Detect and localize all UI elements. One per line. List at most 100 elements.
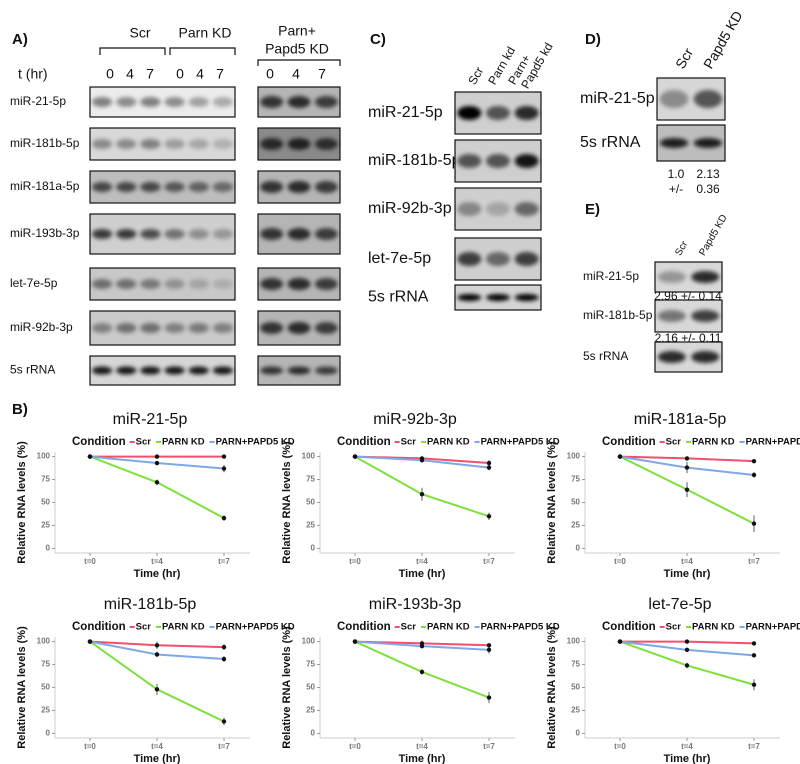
band	[212, 182, 234, 192]
legend-label: PARN KD	[162, 437, 205, 448]
band	[314, 366, 338, 375]
point	[486, 695, 492, 700]
band	[314, 322, 338, 334]
label: 2.16 +/- 0.11	[655, 331, 722, 345]
label: Papd5 KD	[265, 41, 329, 57]
label: 0	[106, 66, 114, 82]
label: 1.0	[668, 167, 685, 181]
label: 7	[146, 66, 154, 82]
x-axis-label: Time (hr)	[399, 753, 446, 764]
label: miR-92b-3p	[368, 200, 452, 217]
band	[314, 228, 338, 240]
band	[659, 90, 689, 108]
band	[116, 366, 137, 375]
band	[287, 322, 311, 334]
band	[188, 182, 209, 192]
y-tick-label: 50	[571, 498, 580, 507]
point	[617, 454, 623, 459]
x-tick-label: t=4	[681, 742, 693, 751]
y-tick-label: 75	[306, 660, 315, 669]
legend-label: PARN KD	[427, 622, 470, 633]
label: 0.36	[696, 182, 720, 196]
band	[188, 323, 209, 333]
y-tick-label: 25	[41, 521, 50, 530]
x-tick-label: t=0	[84, 557, 96, 566]
y-tick-label: 25	[306, 706, 315, 715]
band	[287, 181, 311, 193]
band	[659, 138, 689, 148]
band	[457, 106, 482, 120]
band	[164, 323, 185, 333]
legend-label: Scr	[136, 437, 152, 448]
x-tick-label: t=0	[614, 742, 626, 751]
band	[116, 229, 137, 239]
label: 2.96 +/- 0.14	[654, 289, 722, 303]
chart-title: miR-92b-3p	[373, 411, 457, 428]
point	[154, 687, 160, 692]
label: 7	[216, 66, 224, 82]
label: miR-193b-3p	[10, 226, 80, 240]
label: B)	[12, 401, 28, 418]
band	[260, 278, 284, 290]
band	[457, 202, 482, 216]
point	[154, 480, 160, 485]
x-axis-label: Time (hr)	[134, 568, 181, 580]
point	[486, 647, 492, 653]
y-axis-label: Relative RNA levels (%)	[546, 626, 558, 749]
blot	[89, 213, 236, 255]
band	[164, 139, 185, 149]
band	[314, 278, 338, 290]
band	[287, 96, 311, 108]
y-tick-label: 50	[571, 683, 580, 692]
band	[485, 294, 511, 301]
y-tick-label: 100	[567, 637, 581, 646]
blot	[89, 170, 236, 204]
band	[514, 154, 539, 168]
band	[514, 202, 539, 216]
y-tick-label: 0	[576, 729, 581, 738]
band	[287, 366, 311, 375]
band	[164, 366, 185, 375]
y-axis-label: Relative RNA levels (%)	[546, 441, 558, 564]
band	[188, 139, 209, 149]
legend-label: PARN KD	[692, 622, 735, 633]
y-tick-label: 100	[37, 452, 51, 461]
blot	[89, 310, 236, 346]
band	[164, 97, 185, 107]
label: 4	[196, 66, 204, 82]
band	[485, 154, 511, 168]
band	[116, 97, 137, 107]
band	[260, 228, 284, 240]
band	[212, 323, 234, 333]
point	[221, 656, 227, 662]
band	[514, 252, 539, 266]
y-tick-label: 75	[571, 660, 580, 669]
chart-title: let-7e-5p	[648, 596, 711, 613]
band	[691, 310, 720, 322]
y-axis-label: Relative RNA levels (%)	[16, 441, 28, 564]
point	[684, 647, 690, 653]
label: 0	[266, 66, 274, 82]
band	[188, 279, 209, 289]
legend-title: Condition	[602, 436, 656, 448]
label: let-7e-5p	[368, 250, 431, 267]
band	[485, 202, 511, 216]
band	[188, 366, 209, 375]
band	[116, 182, 137, 192]
x-tick-label: t=7	[218, 557, 230, 566]
band	[164, 229, 185, 239]
band	[485, 252, 511, 266]
legend-label: PARN+PAPD5 KD	[216, 437, 295, 448]
legend-label: PARN KD	[427, 437, 470, 448]
x-tick-label: t=0	[614, 557, 626, 566]
label: +/-	[669, 182, 683, 196]
y-tick-label: 100	[302, 637, 316, 646]
series-line	[89, 455, 225, 519]
point	[486, 465, 492, 470]
band	[212, 229, 234, 239]
label: Scr	[130, 25, 151, 41]
legend-title: Condition	[72, 436, 126, 448]
x-tick-label: t=7	[748, 557, 760, 566]
point	[486, 460, 492, 466]
x-axis-label: Time (hr)	[664, 568, 711, 580]
